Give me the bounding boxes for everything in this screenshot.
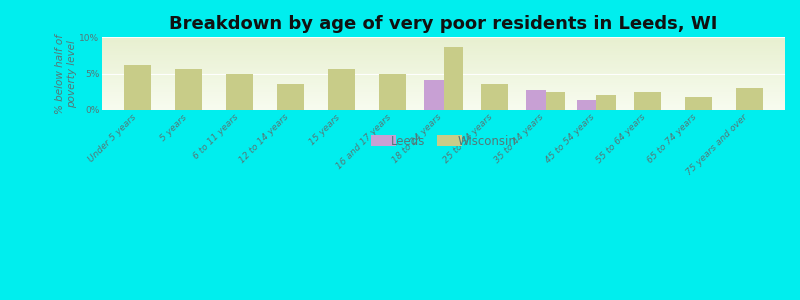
Bar <box>597 94 616 110</box>
Bar <box>444 47 463 110</box>
Bar <box>577 100 597 110</box>
Bar <box>124 65 151 110</box>
Bar <box>424 80 444 110</box>
Bar <box>546 92 565 110</box>
Bar <box>328 69 355 110</box>
Bar <box>634 92 661 110</box>
Y-axis label: % below half of
poverty level: % below half of poverty level <box>55 34 77 113</box>
Bar <box>379 74 406 110</box>
Bar <box>526 89 546 110</box>
Bar <box>226 74 254 110</box>
Bar <box>481 85 508 110</box>
Legend: Leeds, Wisconsin: Leeds, Wisconsin <box>366 131 521 153</box>
Bar <box>736 88 763 110</box>
Bar <box>175 69 202 110</box>
Bar <box>685 98 712 110</box>
Title: Breakdown by age of very poor residents in Leeds, WI: Breakdown by age of very poor residents … <box>170 15 718 33</box>
Bar <box>278 84 304 110</box>
